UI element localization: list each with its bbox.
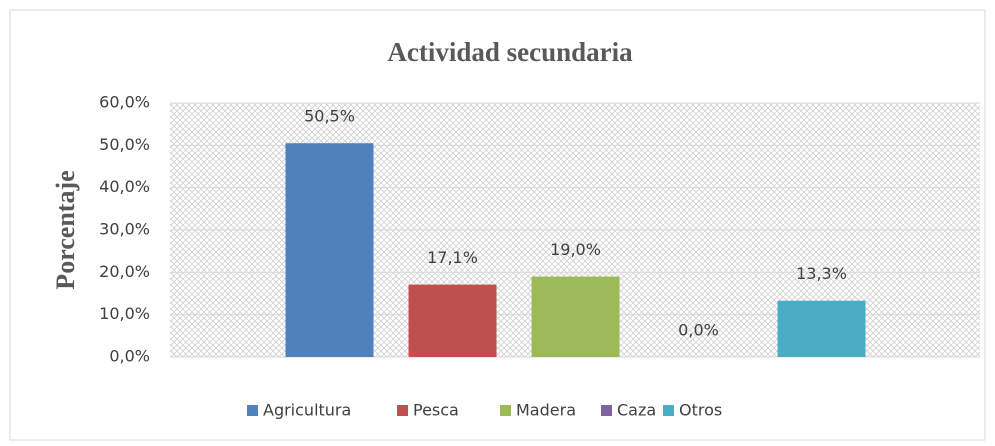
y-tick-label: 0,0% <box>109 347 150 366</box>
y-tick-label: 60,0% <box>99 93 150 112</box>
legend-label: Caza <box>617 401 656 420</box>
bar <box>408 284 497 357</box>
legend-swatch <box>397 405 408 416</box>
data-label: 50,5% <box>304 107 355 126</box>
bar <box>777 300 866 357</box>
data-label: 0,0% <box>678 321 719 340</box>
y-tick-label: 40,0% <box>99 177 150 196</box>
legend-swatch <box>247 405 258 416</box>
legend-label: Pesca <box>413 401 459 420</box>
legend-swatch <box>601 405 612 416</box>
bar <box>531 276 620 357</box>
data-label: 17,1% <box>427 248 478 267</box>
legend-swatch <box>663 405 674 416</box>
legend-label: Madera <box>516 401 576 420</box>
y-tick-label: 30,0% <box>99 220 150 239</box>
bar <box>285 143 374 357</box>
y-tick-label: 20,0% <box>99 262 150 281</box>
chart-title: Actividad secundaria <box>387 37 633 67</box>
y-axis-label: Porcentaje <box>51 170 80 289</box>
legend-swatch <box>500 405 511 416</box>
data-label: 13,3% <box>796 264 847 283</box>
legend-label: Agricultura <box>263 401 351 420</box>
legend-label: Otros <box>679 401 722 420</box>
data-label: 19,0% <box>550 240 601 259</box>
y-tick-label: 10,0% <box>99 304 150 323</box>
y-tick-label: 50,0% <box>99 135 150 154</box>
